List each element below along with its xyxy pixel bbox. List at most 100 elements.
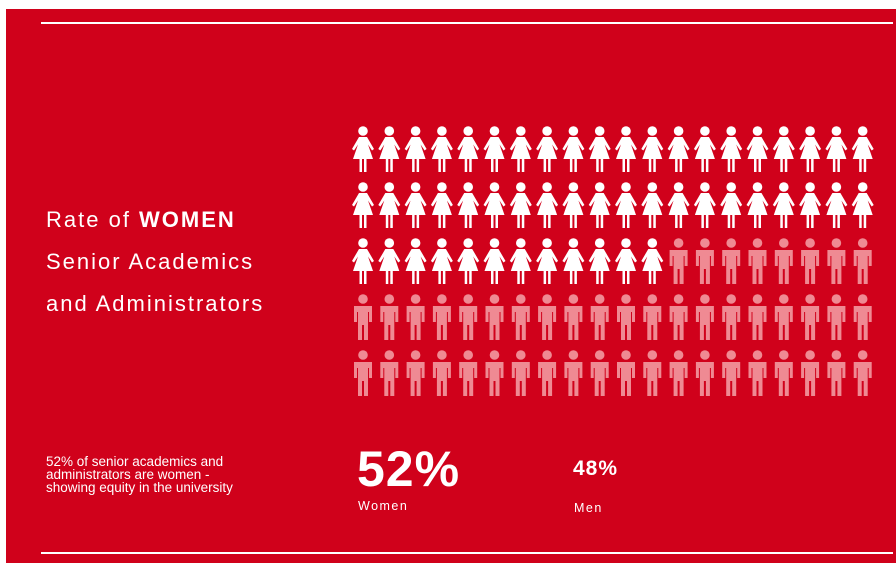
female-person-icon — [352, 238, 374, 284]
female-person-icon — [352, 126, 374, 172]
female-person-icon — [851, 182, 874, 228]
male-person-icon — [485, 350, 504, 396]
male-person-icon — [380, 294, 399, 340]
title-line-1: Rate of WOMEN — [46, 207, 236, 232]
top-divider — [41, 22, 893, 24]
female-person-icon — [825, 126, 848, 172]
male-person-icon — [774, 294, 793, 340]
male-person-icon — [722, 238, 741, 284]
female-person-icon — [536, 182, 559, 228]
female-person-icon — [562, 238, 585, 284]
female-person-icon — [457, 182, 480, 228]
male-person-icon — [695, 294, 714, 340]
female-person-icon — [378, 126, 401, 172]
bottom-divider — [41, 552, 893, 554]
male-person-icon — [485, 294, 504, 340]
female-person-icon — [536, 238, 559, 284]
male-person-icon — [511, 294, 530, 340]
male-person-icon — [643, 294, 662, 340]
male-person-icon — [774, 238, 793, 284]
male-person-icon — [538, 350, 557, 396]
men-percent: 48% — [573, 457, 619, 480]
female-person-icon — [562, 126, 585, 172]
female-person-icon — [457, 126, 480, 172]
male-person-icon — [617, 350, 635, 396]
female-person-icon — [352, 182, 374, 228]
female-person-icon — [799, 182, 822, 228]
female-person-icon — [404, 126, 427, 172]
male-person-icon — [459, 294, 478, 340]
female-person-icon — [720, 182, 743, 228]
male-person-icon — [643, 350, 662, 396]
infographic-panel: Rate of WOMEN Senior Academics and Admin… — [6, 9, 896, 563]
female-person-icon — [457, 238, 480, 284]
male-person-icon — [748, 294, 767, 340]
male-person-icon — [801, 294, 820, 340]
title-line-2: Senior Academics — [46, 249, 255, 274]
female-person-icon — [378, 238, 401, 284]
description-line-3: showing equity in the university — [46, 480, 233, 495]
male-person-icon — [801, 238, 820, 284]
male-person-icon — [354, 350, 372, 396]
male-person-icon — [406, 294, 425, 340]
male-person-icon — [459, 350, 478, 396]
description-line-2: administrators are women - — [46, 467, 210, 482]
female-person-icon — [746, 126, 769, 172]
female-person-icon — [746, 182, 769, 228]
male-person-icon — [538, 294, 557, 340]
female-person-icon — [588, 238, 611, 284]
male-person-icon — [617, 294, 635, 340]
title-line-3: and Administrators — [46, 291, 265, 316]
female-person-icon — [667, 126, 690, 172]
female-person-icon — [772, 126, 795, 172]
infographic-title: Rate of WOMEN Senior Academics and Admin… — [46, 199, 356, 325]
male-person-icon — [669, 238, 688, 284]
male-person-icon — [511, 350, 530, 396]
female-person-icon — [615, 182, 637, 228]
female-person-icon — [851, 126, 874, 172]
female-person-icon — [588, 182, 611, 228]
female-person-icon — [483, 182, 506, 228]
female-person-icon — [667, 182, 690, 228]
female-person-icon — [588, 126, 611, 172]
male-person-icon — [827, 238, 846, 284]
male-person-icon — [590, 294, 609, 340]
female-person-icon — [615, 126, 637, 172]
male-person-icon — [827, 350, 846, 396]
male-person-icon — [354, 294, 372, 340]
female-person-icon — [404, 238, 427, 284]
female-person-icon — [536, 126, 559, 172]
female-person-icon — [799, 126, 822, 172]
title-emphasis: WOMEN — [139, 207, 236, 232]
male-person-icon — [669, 350, 688, 396]
male-person-icon — [380, 350, 399, 396]
men-label: Men — [574, 501, 603, 515]
pictogram-grid — [352, 126, 874, 396]
male-person-icon — [590, 350, 609, 396]
female-person-icon — [430, 126, 453, 172]
female-person-icon — [483, 126, 506, 172]
male-person-icon — [827, 294, 846, 340]
women-percent: 52% — [357, 441, 461, 497]
women-label: Women — [358, 499, 409, 513]
male-person-icon — [564, 294, 583, 340]
female-person-icon — [378, 182, 401, 228]
male-person-icon — [722, 294, 741, 340]
female-person-icon — [509, 238, 532, 284]
female-person-icon — [693, 182, 716, 228]
male-person-icon — [748, 350, 767, 396]
male-person-icon — [432, 294, 451, 340]
female-person-icon — [483, 238, 506, 284]
female-person-icon — [772, 182, 795, 228]
female-person-icon — [430, 238, 453, 284]
female-person-icon — [641, 238, 664, 284]
male-person-icon — [748, 238, 767, 284]
male-person-icon — [853, 350, 872, 396]
female-person-icon — [825, 182, 848, 228]
male-person-icon — [801, 350, 820, 396]
female-person-icon — [562, 182, 585, 228]
male-person-icon — [853, 294, 872, 340]
male-person-icon — [669, 294, 688, 340]
male-person-icon — [695, 238, 714, 284]
female-person-icon — [641, 126, 664, 172]
